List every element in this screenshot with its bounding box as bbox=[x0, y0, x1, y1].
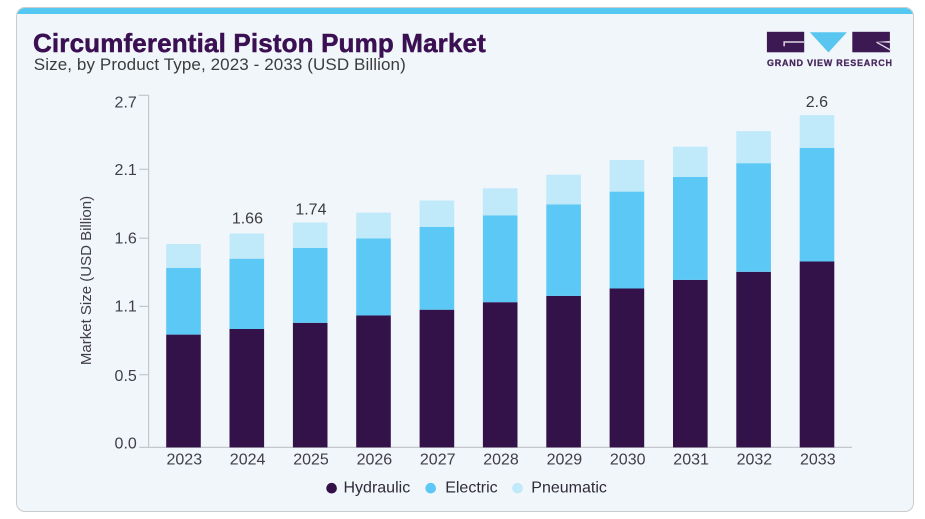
svg-text:2028: 2028 bbox=[483, 452, 519, 469]
svg-text:2.7: 2.7 bbox=[115, 95, 137, 112]
svg-text:2033: 2033 bbox=[800, 452, 836, 469]
svg-text:2031: 2031 bbox=[673, 452, 709, 469]
svg-text:0.0: 0.0 bbox=[115, 436, 137, 453]
svg-text:2030: 2030 bbox=[610, 452, 646, 469]
svg-text:0.5: 0.5 bbox=[115, 368, 137, 385]
svg-text:Market Size (USD Billion): Market Size (USD Billion) bbox=[78, 196, 95, 365]
svg-text:2024: 2024 bbox=[230, 452, 266, 469]
svg-text:2.1: 2.1 bbox=[115, 162, 137, 179]
svg-text:Hydraulic: Hydraulic bbox=[344, 480, 411, 497]
svg-text:1.1: 1.1 bbox=[115, 299, 137, 316]
svg-text:2.6: 2.6 bbox=[806, 94, 828, 111]
svg-text:2032: 2032 bbox=[737, 452, 773, 469]
svg-text:2027: 2027 bbox=[420, 452, 456, 469]
svg-text:1.66: 1.66 bbox=[232, 210, 263, 227]
svg-text:GRAND VIEW RESEARCH: GRAND VIEW RESEARCH bbox=[767, 58, 893, 68]
svg-text:Electric: Electric bbox=[445, 480, 497, 497]
svg-text:1.6: 1.6 bbox=[115, 231, 137, 248]
svg-text:1.74: 1.74 bbox=[295, 202, 326, 219]
svg-text:2029: 2029 bbox=[547, 452, 583, 469]
svg-text:2023: 2023 bbox=[167, 452, 203, 469]
svg-text:Pneumatic: Pneumatic bbox=[531, 480, 607, 497]
svg-text:2026: 2026 bbox=[357, 452, 393, 469]
svg-text:2025: 2025 bbox=[293, 452, 329, 469]
